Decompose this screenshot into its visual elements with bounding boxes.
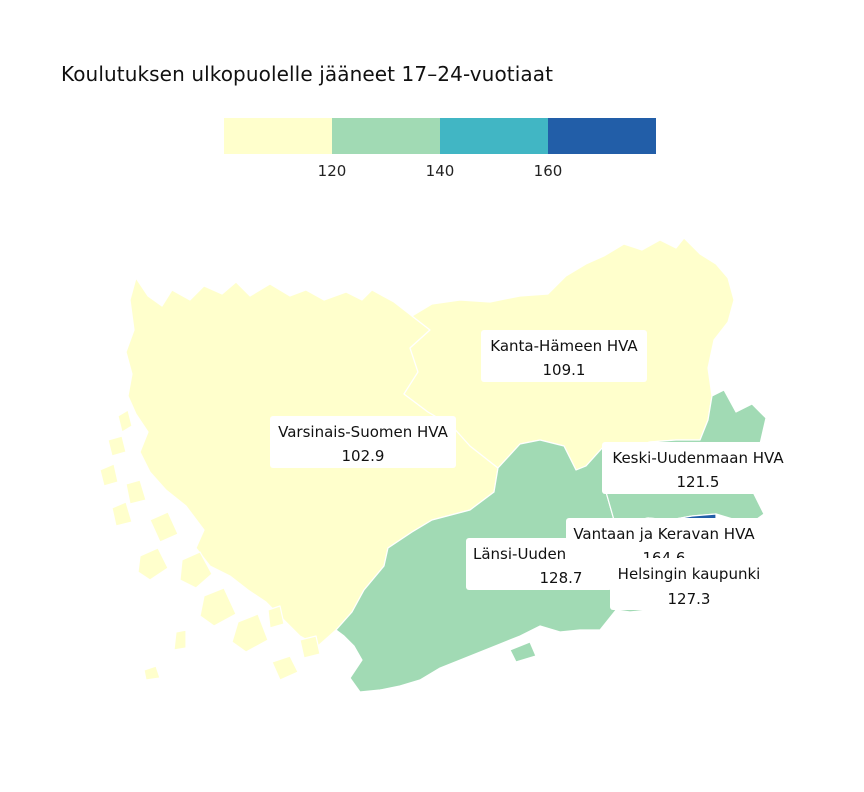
label-keski-uusimaa: Keski-Uudenmaan HVA 121.5 (602, 442, 794, 494)
legend-swatch-1 (224, 118, 332, 154)
legend-bar (224, 118, 656, 154)
region-name-lansi-uusimaa: Länsi-Uuden (473, 545, 566, 563)
region-lansi-uusimaa-island (509, 641, 537, 663)
map-title: Koulutuksen ulkopuolelle jääneet 17–24-v… (61, 62, 554, 86)
region-name-varsinais-suomi: Varsinais-Suomen HVA (278, 423, 448, 441)
region-name-keski-uusimaa: Keski-Uudenmaan HVA (612, 449, 784, 467)
legend-swatch-4 (548, 118, 656, 154)
region-name-vantaa-kerava: Vantaan ja Keravan HVA (573, 525, 755, 543)
legend-tick-140: 140 (425, 162, 455, 180)
region-name-helsinki: Helsingin kaupunki (618, 565, 761, 583)
region-value-keski-uusimaa: 121.5 (677, 473, 720, 491)
legend-swatch-3 (440, 118, 548, 154)
color-legend: 120 140 160 (224, 118, 656, 198)
region-value-lansi-uusimaa: 128.7 (540, 569, 583, 587)
region-value-helsinki: 127.3 (668, 590, 711, 608)
label-varsinais-suomi: Varsinais-Suomen HVA 102.9 (270, 416, 456, 468)
legend-swatch-2 (332, 118, 440, 154)
region-varsinais-suomi-islands (99, 409, 321, 681)
region-name-kanta-hame: Kanta-Hämeen HVA (490, 337, 638, 355)
label-helsinki: Helsingin kaupunki 127.3 (610, 558, 768, 610)
label-kanta-hame: Kanta-Hämeen HVA 109.1 (481, 330, 647, 382)
legend-tick-120: 120 (317, 162, 347, 180)
legend-tick-160: 160 (533, 162, 563, 180)
region-value-kanta-hame: 109.1 (543, 361, 586, 379)
region-value-varsinais-suomi: 102.9 (342, 447, 385, 465)
